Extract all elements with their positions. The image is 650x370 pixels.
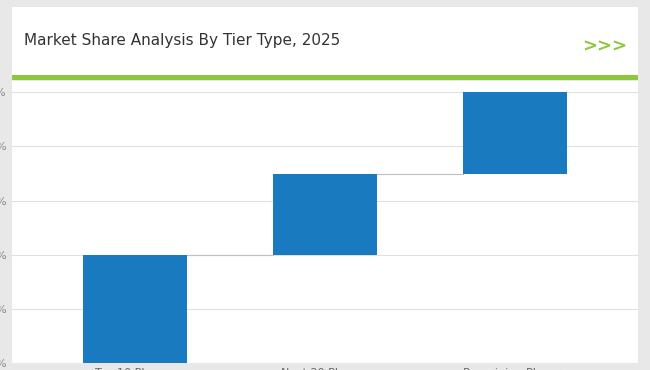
- Bar: [83, 255, 187, 363]
- Bar: [463, 92, 567, 174]
- Bar: [273, 174, 377, 255]
- Text: Market Share Analysis By Tier Type, 2025: Market Share Analysis By Tier Type, 2025: [24, 33, 341, 48]
- Text: >>>: >>>: [582, 37, 627, 56]
